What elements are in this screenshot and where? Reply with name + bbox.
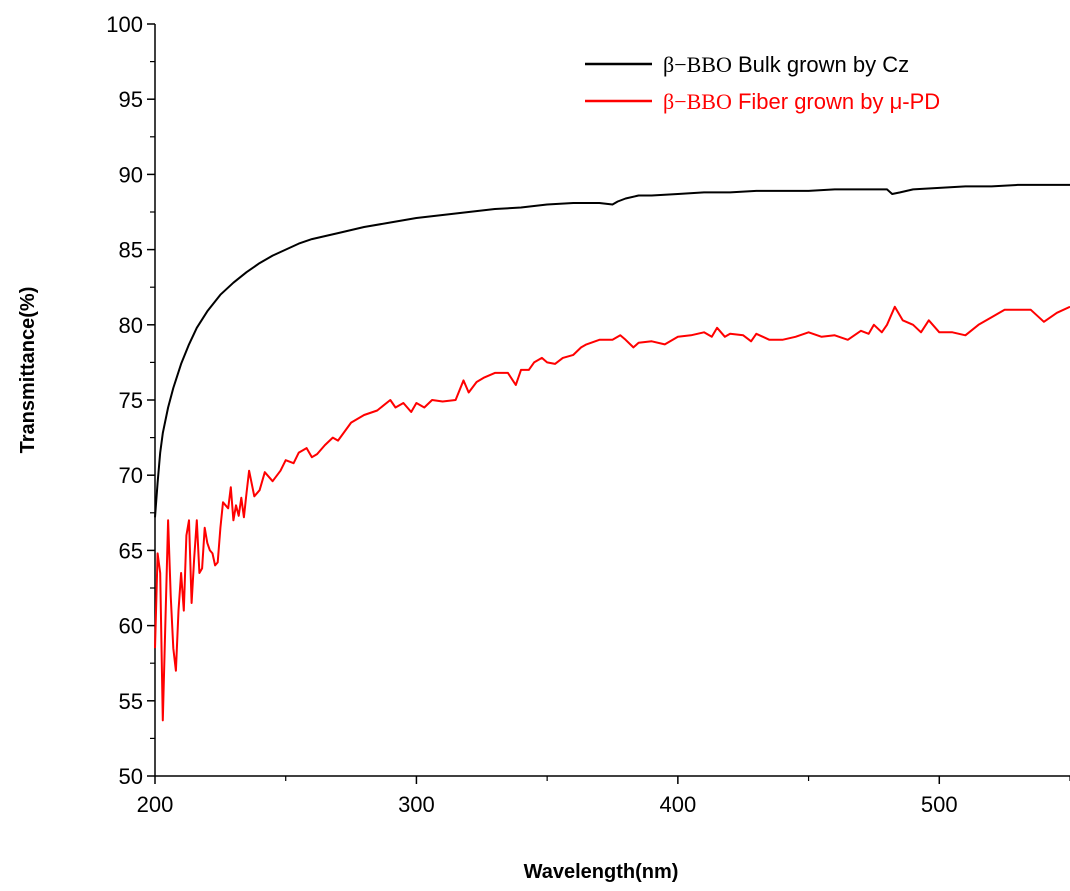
y-tick-label: 70 xyxy=(119,463,143,488)
x-axis-title: Wavelength(nm) xyxy=(524,861,679,883)
y-tick-label: 85 xyxy=(119,238,143,263)
series-line-1 xyxy=(154,183,1070,518)
x-tick-label: 500 xyxy=(921,792,958,817)
series-line-2 xyxy=(154,305,1070,722)
y-tick-label: 65 xyxy=(119,538,143,563)
y-tick-label: 80 xyxy=(119,313,143,338)
x-tick-label: 200 xyxy=(137,792,174,817)
legend-label-1: β−BBO Bulk grown by Cz xyxy=(663,52,909,77)
legend: β−BBO Bulk grown by Czβ−BBO Fiber grown … xyxy=(585,52,940,114)
legend-label-prefix: β−BBO xyxy=(663,52,732,77)
plot-frame xyxy=(154,24,1070,777)
y-tick-label: 90 xyxy=(119,162,143,187)
y-axis-title: Transmittance(%) xyxy=(17,287,39,454)
legend-label-2: β−BBO Fiber grown by μ-PD xyxy=(663,89,940,114)
legend-label-prefix: β−BBO xyxy=(663,89,732,114)
y-tick-label: 55 xyxy=(119,689,143,714)
legend-label-suffix: Fiber grown by μ-PD xyxy=(732,89,940,114)
x-tick-label: 300 xyxy=(398,792,435,817)
x-axis-ticks: 200 300 400 500 xyxy=(137,776,1070,817)
y-tick-label: 75 xyxy=(119,388,143,413)
y-tick-label: 95 xyxy=(119,87,143,112)
x-tick-label: 400 xyxy=(659,792,696,817)
y-tick-label: 60 xyxy=(119,614,143,639)
series-layer xyxy=(154,183,1070,722)
y-axis-ticks: 50 55 60 65 70 75 80 85 90 95 100 xyxy=(106,12,155,789)
legend-label-suffix: Bulk grown by Cz xyxy=(732,52,909,77)
y-tick-label: 50 xyxy=(119,764,143,789)
y-tick-label: 100 xyxy=(106,12,143,37)
